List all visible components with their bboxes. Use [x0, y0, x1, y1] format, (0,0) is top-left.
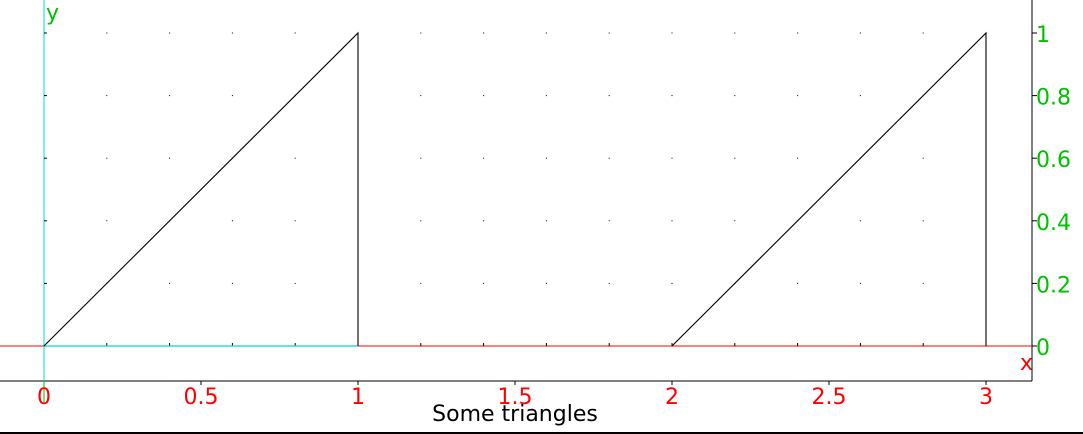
- x-tick-label: 0: [37, 385, 51, 405]
- grid-dot: [671, 282, 673, 284]
- chart-caption: Some triangles: [432, 402, 598, 427]
- triangle-2: [671, 31, 987, 347]
- grid-dot: [859, 220, 861, 222]
- grid-dot: [734, 157, 736, 159]
- grid-dot: [608, 95, 610, 97]
- y-tick-label: 0: [1036, 336, 1050, 361]
- grid-dot: [483, 220, 485, 222]
- grid-dot: [169, 95, 171, 97]
- grid-dot: [671, 95, 673, 97]
- grid-dot: [545, 157, 547, 159]
- grid-dot: [671, 32, 673, 34]
- y-tick-label: 0.8: [1036, 86, 1071, 111]
- grid-dot: [922, 282, 924, 284]
- grid-dot: [106, 95, 108, 97]
- grid-dot: [608, 220, 610, 222]
- grid-dot: [922, 220, 924, 222]
- grid-dot: [545, 220, 547, 222]
- x-tick-label: 1.5: [498, 385, 533, 405]
- grid-dot: [734, 32, 736, 34]
- grid-dot: [545, 95, 547, 97]
- grid-dot: [734, 220, 736, 222]
- grid-dot: [420, 95, 422, 97]
- grid-dot: [294, 220, 296, 222]
- grid-dot: [608, 157, 610, 159]
- grid-dot: [545, 32, 547, 34]
- grid-dot: [231, 220, 233, 222]
- plot-border: [0, 0, 1037, 385]
- grid-dot: [671, 157, 673, 159]
- grid-dot: [797, 95, 799, 97]
- x-axis-label: x: [1020, 351, 1033, 376]
- y-tick-label: 0.4: [1036, 211, 1071, 236]
- y-tick-label: 1: [1036, 23, 1050, 48]
- grid-dot: [420, 220, 422, 222]
- series-lines: [43, 31, 987, 347]
- grid-dot: [420, 32, 422, 34]
- grid-dot: [106, 157, 108, 159]
- grid-dot: [420, 157, 422, 159]
- plot-area: 0 0.5 1 1.5 2 2.5 3 0 0.2 0.4 0.6 0.8 1 x y: [0, 0, 1071, 405]
- axes: [0, 0, 1032, 404]
- x-tick-label: 2.5: [812, 385, 847, 405]
- grid-dot: [922, 157, 924, 159]
- x-tick-label: 0.5: [184, 385, 219, 405]
- grid-dot: [420, 282, 422, 284]
- grid-dot: [231, 282, 233, 284]
- grid-dot: [859, 282, 861, 284]
- y-tick-label: 0.2: [1036, 273, 1071, 298]
- grid-dot: [294, 32, 296, 34]
- grid-dot: [483, 32, 485, 34]
- grid-dot: [608, 32, 610, 34]
- grid-dot: [231, 32, 233, 34]
- grid-dot: [608, 282, 610, 284]
- grid-dot: [483, 95, 485, 97]
- grid-dot: [671, 220, 673, 222]
- tick-labels: 0 0.5 1 1.5 2 2.5 3 0 0.2 0.4 0.6 0.8 1 x y: [37, 1, 1071, 405]
- grid-dot: [169, 282, 171, 284]
- x-tick-label: 3: [979, 385, 993, 405]
- grid-dot: [859, 32, 861, 34]
- grid-dot: [106, 32, 108, 34]
- grid-dot: [231, 95, 233, 97]
- y-axis-label: y: [46, 1, 59, 26]
- grid-dots: [106, 32, 987, 284]
- grid-dot: [106, 220, 108, 222]
- x-tick-label: 2: [665, 385, 679, 405]
- grid-dot: [483, 282, 485, 284]
- triangle-1: [43, 31, 359, 347]
- grid-dot: [545, 282, 547, 284]
- grid-dot: [797, 32, 799, 34]
- x-tick-label: 1: [351, 385, 365, 405]
- grid-dot: [797, 157, 799, 159]
- grid-dot: [797, 282, 799, 284]
- grid-dot: [294, 282, 296, 284]
- y-tick-label: 0.6: [1036, 148, 1071, 173]
- grid-dot: [169, 157, 171, 159]
- grid-dot: [859, 95, 861, 97]
- grid-dot: [483, 157, 485, 159]
- grid-dot: [294, 157, 296, 159]
- grid-dot: [922, 32, 924, 34]
- grid-dot: [734, 95, 736, 97]
- bottom-rule: [0, 432, 1083, 434]
- grid-dot: [169, 32, 171, 34]
